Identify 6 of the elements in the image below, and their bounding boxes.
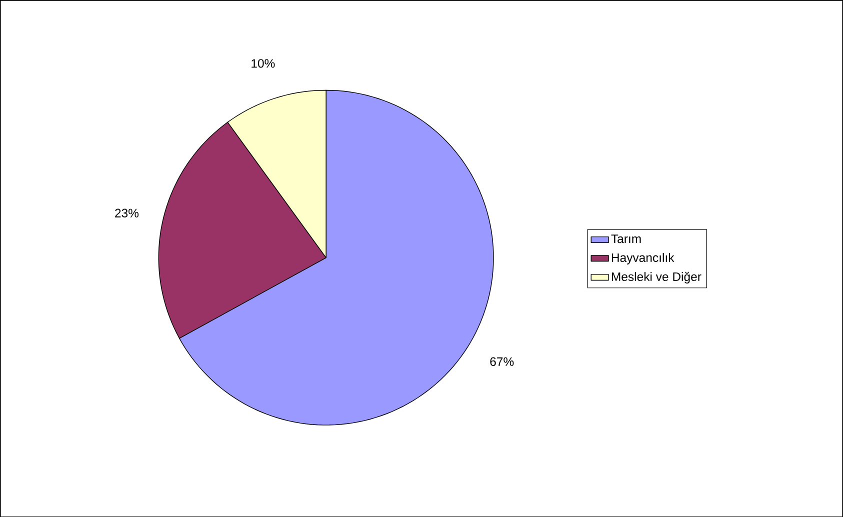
legend-label: Tarım [611,234,641,243]
data-label: 67% [490,357,514,366]
data-label: 23% [115,208,139,218]
data-label: 10% [252,58,275,68]
legend-label: Mesleki ve Diğer [612,272,702,284]
legend-label: Hayvancılık [612,252,674,264]
